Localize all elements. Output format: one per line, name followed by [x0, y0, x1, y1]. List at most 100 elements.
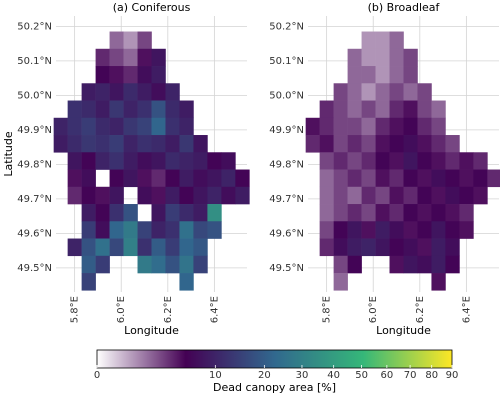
raster-cell	[417, 255, 432, 274]
raster-cell	[207, 152, 222, 170]
raster-cell	[431, 255, 446, 274]
raster-cell	[95, 66, 110, 84]
raster-cell	[347, 83, 362, 101]
raster-cell	[473, 186, 488, 205]
y-tick-label: 49.9°N	[17, 125, 52, 136]
raster-cell	[123, 66, 138, 84]
raster-cell	[347, 117, 362, 136]
raster-cell	[123, 204, 138, 222]
raster-cell	[417, 238, 432, 257]
y-axis-label: Latitude	[2, 131, 15, 177]
raster-cell	[151, 152, 166, 170]
raster-cell	[417, 135, 432, 153]
raster-cell	[417, 169, 432, 188]
raster-cell	[123, 83, 138, 101]
raster-cell	[333, 135, 348, 153]
raster-cell	[333, 83, 348, 101]
raster-cell	[81, 100, 96, 119]
raster-cell	[333, 169, 348, 188]
raster-cell	[109, 135, 124, 153]
raster-cell	[137, 66, 152, 84]
raster-cell	[403, 186, 418, 205]
raster-cell	[151, 238, 166, 257]
raster-cell	[207, 221, 222, 239]
y-tick-label: 49.8°N	[17, 159, 52, 170]
raster-cell	[67, 100, 82, 119]
raster-cell	[333, 255, 348, 274]
raster-cell	[389, 48, 404, 67]
raster-cell	[375, 48, 390, 67]
raster-cell	[389, 204, 404, 222]
raster-cell	[389, 83, 404, 101]
raster-cell	[305, 135, 320, 153]
raster-cell	[81, 135, 96, 153]
raster-cell	[67, 135, 82, 153]
y-tick-label: 50.1°N	[269, 56, 304, 67]
raster-cell	[137, 135, 152, 153]
raster-cell	[403, 100, 418, 119]
raster-cell	[361, 66, 376, 84]
raster-cell	[137, 48, 152, 67]
raster-cell	[361, 238, 376, 257]
raster-cell	[67, 238, 82, 257]
raster-cell	[67, 186, 82, 205]
raster-cell	[109, 31, 124, 50]
raster-cell	[375, 135, 390, 153]
raster-cell	[81, 221, 96, 239]
raster-cell	[361, 169, 376, 188]
raster-cell	[319, 169, 334, 188]
x-tick-label: 6.0°E	[368, 296, 379, 323]
raster-cell	[445, 238, 460, 257]
raster-cell	[109, 169, 124, 188]
raster-cell	[361, 117, 376, 136]
raster-cell	[389, 100, 404, 119]
raster-cell	[333, 221, 348, 239]
raster-cell	[123, 48, 138, 67]
raster-cell	[403, 48, 418, 67]
raster-cell	[403, 117, 418, 136]
raster-cell	[389, 221, 404, 239]
raster-cell	[221, 186, 236, 205]
raster-cell	[165, 204, 180, 222]
raster-cell	[403, 83, 418, 101]
raster-cell	[319, 221, 334, 239]
raster-cell	[403, 204, 418, 222]
raster-cell	[95, 152, 110, 170]
raster-cell	[151, 100, 166, 119]
colorbar-tick-label: 60	[380, 370, 393, 381]
raster-cell	[235, 186, 250, 205]
raster-cell	[375, 152, 390, 170]
raster-cell	[123, 135, 138, 153]
raster-cell	[95, 117, 110, 136]
raster-cell	[81, 186, 96, 205]
y-tick-label: 49.6°N	[17, 228, 52, 239]
raster-cell	[81, 273, 96, 291]
raster-cell	[403, 66, 418, 84]
raster-cell	[81, 83, 96, 101]
raster-cell	[389, 152, 404, 170]
raster-cell	[431, 204, 446, 222]
raster-cell	[193, 135, 208, 153]
x-axis-label: Longitude	[376, 324, 431, 337]
raster-cell	[235, 169, 250, 188]
raster-cell	[179, 135, 194, 153]
raster-cell	[361, 204, 376, 222]
raster-cell	[179, 186, 194, 205]
raster-cell	[361, 100, 376, 119]
raster-cell	[137, 255, 152, 274]
raster-cell	[347, 238, 362, 257]
raster-cell	[445, 135, 460, 153]
raster-cell	[81, 204, 96, 222]
raster-cell	[95, 255, 110, 274]
raster-cell	[109, 186, 124, 205]
raster-cell	[375, 186, 390, 205]
y-tick-label: 49.5°N	[269, 263, 304, 274]
colorbar-tick-label: 50	[355, 370, 368, 381]
y-tick-label: 49.5°N	[17, 263, 52, 274]
x-tick-label: 6.4°E	[461, 296, 472, 323]
raster-cell	[67, 152, 82, 170]
raster-cell	[431, 238, 446, 257]
raster-cell	[151, 186, 166, 205]
raster-cell	[207, 169, 222, 188]
raster-cell	[123, 31, 138, 50]
